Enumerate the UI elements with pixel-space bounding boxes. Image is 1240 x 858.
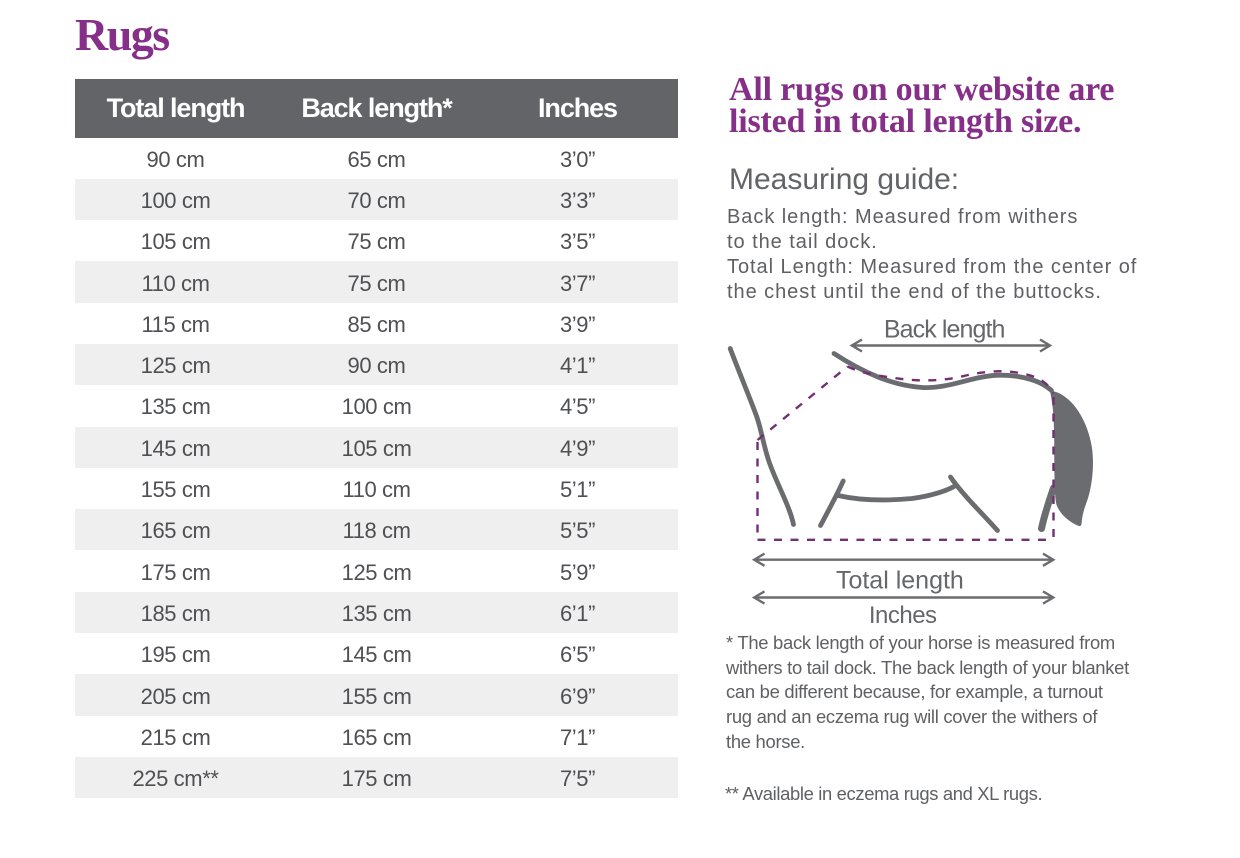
svg-text:Back length: Back length xyxy=(884,316,1005,344)
svg-text:Inches: Inches xyxy=(869,602,937,629)
svg-text:Total length: Total length xyxy=(836,566,964,594)
